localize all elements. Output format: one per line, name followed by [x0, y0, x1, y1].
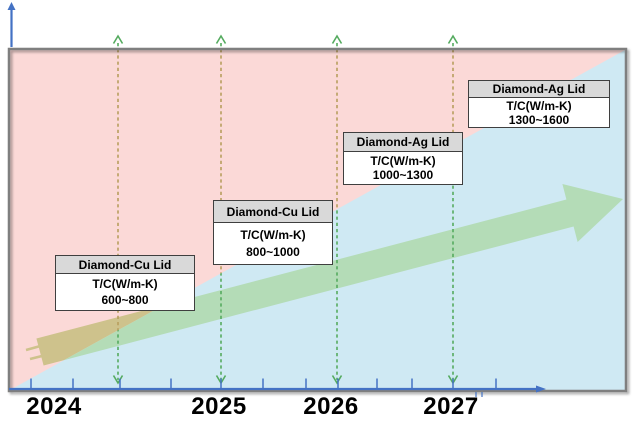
- milestone-box-1000-1300: Diamond-Ag Lid T/C(W/m-K) 1000~1300: [343, 132, 463, 185]
- milestone-body: T/C(W/m-K) 1000~1300: [344, 152, 462, 184]
- milestone-box-800-1000: Diamond-Cu Lid T/C(W/m-K) 800~1000: [213, 200, 333, 265]
- milestone-metric: T/C(W/m-K): [370, 153, 436, 168]
- milestone-box-1300-1600: Diamond-Ag Lid T/C(W/m-K) 1300~1600: [468, 80, 610, 128]
- milestone-body: T/C(W/m-K) 1300~1600: [469, 98, 609, 128]
- year-label-2026: 2026: [303, 393, 359, 420]
- milestone-range: 1300~1600: [508, 113, 570, 127]
- year-label-2027: 2027: [423, 393, 479, 420]
- milestone-range: 600~800: [101, 293, 149, 307]
- milestone-title: Diamond-Cu Lid: [214, 201, 332, 223]
- milestone-metric: T/C(W/m-K): [92, 277, 158, 291]
- milestone-body: T/C(W/m-K) 800~1000: [214, 223, 332, 264]
- milestone-body: T/C(W/m-K) 600~800: [56, 274, 194, 310]
- milestone-box-600-800: Diamond-Cu Lid T/C(W/m-K) 600~800: [55, 255, 195, 311]
- milestone-title: Diamond-Ag Lid: [469, 81, 609, 98]
- year-label-2025: 2025: [191, 393, 247, 420]
- milestone-range: 800~1000: [246, 245, 300, 260]
- year-label-2024: 2024: [26, 393, 82, 420]
- y-axis: [7, 2, 16, 47]
- milestone-title: Diamond-Ag Lid: [344, 133, 462, 152]
- milestone-title: Diamond-Cu Lid: [56, 256, 194, 274]
- milestone-range: 1000~1300: [372, 168, 434, 183]
- milestone-metric: T/C(W/m-K): [506, 99, 572, 113]
- milestone-metric: T/C(W/m-K): [240, 227, 306, 242]
